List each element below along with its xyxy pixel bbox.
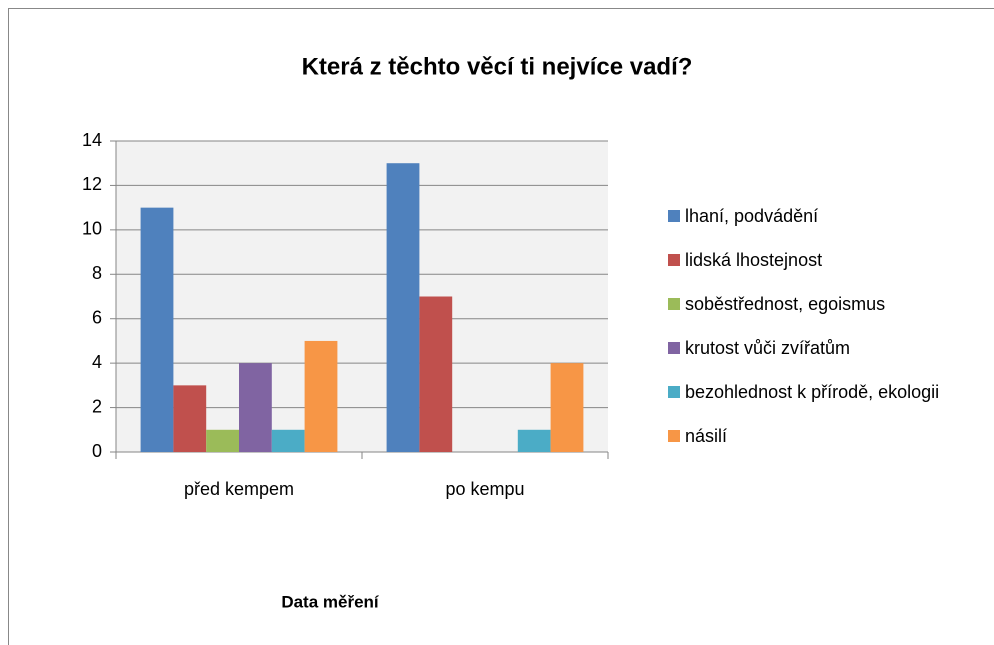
y-tick-label: 2 xyxy=(92,396,102,416)
bar xyxy=(386,163,420,452)
bar xyxy=(550,363,584,452)
legend-item: soběstřednost, egoismus xyxy=(668,290,968,318)
legend-item: lhaní, podvádění xyxy=(668,202,968,230)
legend-label: soběstřednost, egoismus xyxy=(685,294,886,314)
bar xyxy=(206,429,239,452)
bar xyxy=(173,385,207,452)
bar xyxy=(239,363,272,452)
y-tick-label: 6 xyxy=(92,307,102,327)
legend-label: lhaní, podvádění xyxy=(685,206,819,226)
x-axis-title: Data měření xyxy=(281,592,380,611)
legend-swatch xyxy=(668,430,680,442)
bar xyxy=(517,429,551,452)
legend: lhaní, podvádění lidská lhostejnost soběst… xyxy=(668,202,968,466)
y-tick-label: 12 xyxy=(82,174,102,194)
legend-label: lidská lhostejnost xyxy=(685,250,823,270)
y-tick-label: 4 xyxy=(92,352,102,372)
legend-item: krutost vůči zvířatům xyxy=(668,334,968,362)
x-tick-label: po kempu xyxy=(445,479,524,499)
bar xyxy=(419,296,453,452)
legend-label: krutost vůči zvířatům xyxy=(685,338,851,358)
bar xyxy=(271,429,305,452)
legend-label: bezohlednost k přírodě, ekologii xyxy=(685,382,940,402)
legend-swatch xyxy=(668,342,680,354)
legend-swatch xyxy=(668,210,680,222)
legend-label: násilí xyxy=(685,426,728,446)
legend-swatch xyxy=(668,254,680,266)
legend-item: bezohlednost k přírodě, ekologii xyxy=(668,378,968,406)
legend-swatch xyxy=(668,298,680,310)
x-tick-label: před kempem xyxy=(184,479,294,499)
chart-title: Která z těchto věcí ti nejvíce vadí? xyxy=(302,53,693,80)
y-tick-label: 0 xyxy=(92,441,102,461)
y-tick-label: 14 xyxy=(82,130,102,150)
y-tick-label: 8 xyxy=(92,263,102,283)
y-tick-label: 10 xyxy=(82,219,102,239)
bar xyxy=(304,340,338,452)
bar xyxy=(140,207,174,452)
legend-item: násilí xyxy=(668,422,968,450)
legend-swatch xyxy=(668,386,680,398)
legend-item: lidská lhostejnost xyxy=(668,246,968,274)
